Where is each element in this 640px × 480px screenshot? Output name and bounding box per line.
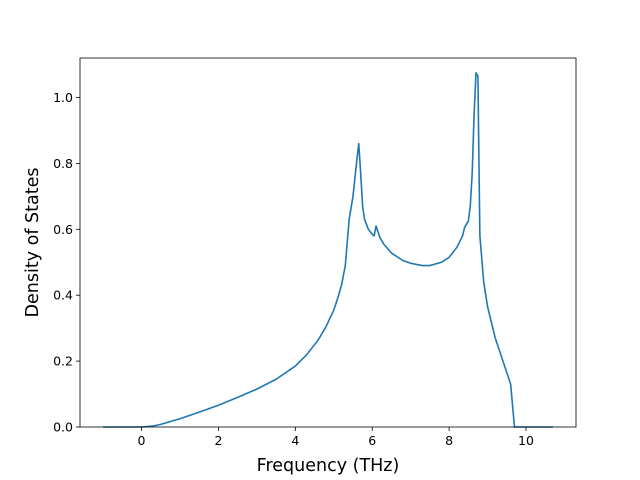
y-axis-label: Density of States [23, 168, 43, 318]
x-tick-label: 10 [518, 433, 534, 448]
y-tick-label: 0.6 [53, 222, 73, 237]
y-tick-label: 0.8 [53, 156, 73, 171]
y-tick-label: 0.4 [53, 288, 73, 303]
y-tick-label: 0.2 [53, 354, 73, 369]
x-tick-label: 4 [291, 433, 299, 448]
x-tick-label: 8 [445, 433, 453, 448]
x-tick-label: 0 [138, 433, 146, 448]
y-tick-label: 1.0 [53, 90, 73, 105]
axes-frame [79, 57, 577, 428]
x-axis: 0 2 4 6 8 10 [138, 427, 534, 448]
x-tick-label: 6 [368, 433, 376, 448]
plot-area [103, 72, 553, 428]
x-axis-label: Frequency (THz) [257, 456, 400, 476]
series-line-0 [103, 72, 553, 428]
y-axis: 0.0 0.2 0.4 0.6 0.8 1.0 [53, 90, 80, 435]
x-tick-label: 2 [214, 433, 222, 448]
y-tick-label: 0.0 [53, 420, 73, 435]
